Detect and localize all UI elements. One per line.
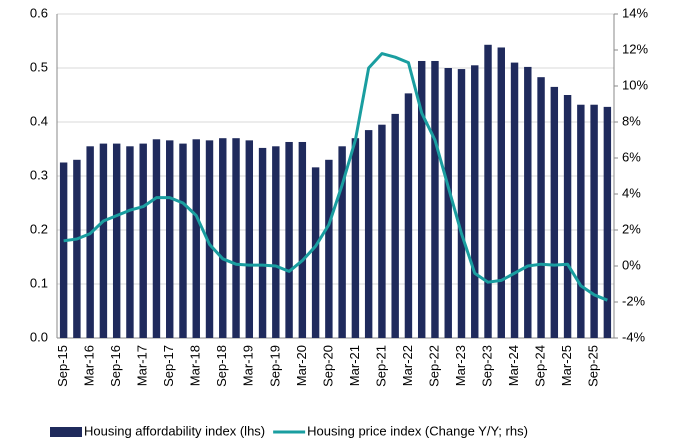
bar [258,147,267,338]
x-tick-label: Sep-25 [586,345,601,387]
y2-tick-label: 14% [622,5,648,20]
x-tick-label: Sep-15 [55,345,70,387]
bar [510,62,519,338]
x-tick-label: Sep-20 [320,345,335,387]
bar [431,60,439,338]
y2-tick-label: 4% [622,185,641,200]
y-tick-label: 0.3 [30,167,48,182]
x-tick-label: Mar-22 [400,345,415,386]
bar [444,68,452,338]
bar [152,139,161,338]
bar [219,138,227,338]
x-tick-label: Mar-20 [294,345,309,386]
x-tick-label: Mar-18 [188,345,203,386]
bar [417,60,426,338]
bar [577,104,585,338]
bar [311,167,320,338]
x-tick-label: Mar-23 [453,345,468,386]
legend-label: Housing affordability index (lhs) [84,423,265,438]
bar [232,138,240,338]
y2-tick-label: 12% [622,41,648,56]
y2-tick-label: 2% [622,221,641,236]
y2-tick-label: 10% [622,77,648,92]
y2-tick-label: 6% [622,149,641,164]
bar [537,77,545,339]
bar [192,139,200,338]
x-tick-label: Mar-19 [241,345,256,386]
bar [590,104,598,338]
x-tick-label: Mar-25 [559,345,574,386]
bar [404,93,413,338]
x-tick-label: Sep-16 [108,345,123,387]
x-tick-label: Sep-23 [479,345,494,387]
bar [139,143,147,338]
legend-swatch [50,427,82,437]
y2-tick-label: -4% [622,329,646,344]
y2-tick-label: 8% [622,113,641,128]
x-tick-label: Mar-21 [347,345,362,386]
bar [298,141,307,338]
x-tick-label: Mar-16 [82,345,97,386]
x-tick-label: Mar-24 [506,345,521,386]
bar [325,159,333,338]
bar [86,146,94,338]
bar [563,95,572,338]
y-tick-label: 0.5 [30,59,48,74]
line [63,52,608,302]
bar [378,124,386,338]
bar [550,86,559,339]
bar [59,162,68,338]
bar [603,106,612,338]
x-tick-label: Sep-24 [532,345,547,387]
bar [524,66,532,339]
y-tick-label: 0.6 [30,5,48,20]
bar [457,69,466,338]
bar [471,65,479,339]
x-tick-label: Sep-21 [373,345,388,387]
bar [272,146,280,338]
y-tick-label: 0.1 [30,275,48,290]
bar [126,146,134,338]
x-tick-label: Sep-18 [214,345,229,387]
bar [205,140,214,338]
bar [99,143,108,338]
y2-tick-label: -2% [622,293,646,308]
bar [351,138,360,338]
bar [497,47,505,338]
y-tick-label: 0.0 [30,329,48,344]
bar [166,140,174,338]
y-tick-label: 0.4 [30,113,48,128]
x-tick-label: Sep-17 [161,345,176,387]
bar [285,141,293,338]
bar [391,113,399,339]
legend-label: Housing price index (Change Y/Y; rhs) [307,423,528,438]
bar [338,146,346,338]
bar [179,143,187,338]
x-tick-label: Sep-22 [426,345,441,387]
bar [112,143,121,338]
bar [484,44,492,338]
y2-tick-label: 0% [622,257,641,272]
y-tick-label: 0.2 [30,221,48,236]
bar [245,140,254,338]
bar [364,130,373,338]
x-tick-label: Sep-19 [267,345,282,387]
bar [73,159,81,338]
x-tick-label: Mar-17 [135,345,150,386]
